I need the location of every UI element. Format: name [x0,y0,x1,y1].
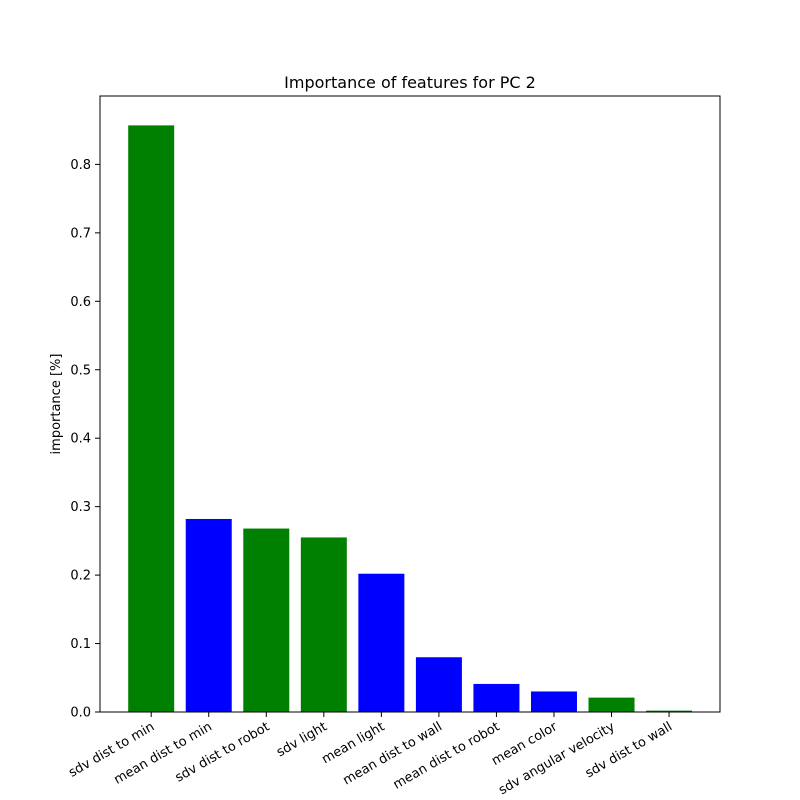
plot-frame [99,95,721,713]
bar-8 [588,697,635,712]
bar-6 [473,683,520,712]
y-axis-label: importance [%] [49,354,64,455]
bar-0 [128,125,175,713]
bars-group [128,125,693,713]
y-tick-label-5: 0.5 [70,363,91,378]
bar-4 [358,573,405,712]
y-tick-label-3: 0.3 [70,500,91,515]
y-tick-label-4: 0.4 [70,432,91,447]
bar-2 [243,528,290,712]
y-tick-label-6: 0.6 [70,295,91,310]
y-tick-label-8: 0.8 [70,158,91,173]
bar-7 [530,691,577,712]
y-ticks-group: 0.0 0.1 0.2 0.3 0.4 0.5 0.6 0.7 0.8 [70,158,100,721]
chart-title: Importance of features for PC 2 [284,73,536,92]
y-tick-label-7: 0.7 [70,226,91,241]
bar-3 [300,537,347,712]
y-tick-label-0: 0.0 [70,706,91,721]
bar-5 [415,657,462,712]
y-tick-label-1: 0.1 [70,637,91,652]
bar-1 [185,518,232,712]
bar-9 [646,710,693,712]
y-tick-label-2: 0.2 [70,569,91,584]
